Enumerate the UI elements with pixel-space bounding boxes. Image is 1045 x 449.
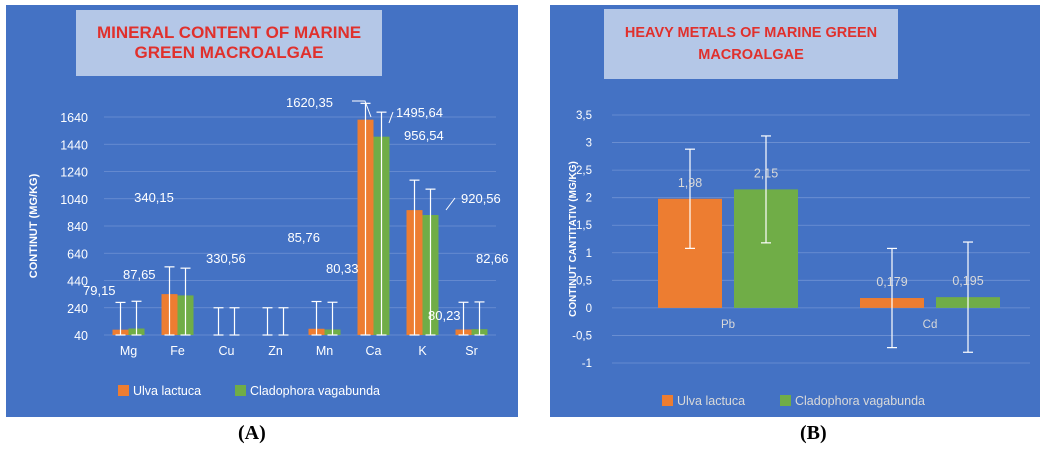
chart-b-legend-label: Ulva lactuca: [677, 394, 745, 408]
chart-b-data-label: 1,98: [678, 176, 702, 190]
chart-a-ytick-label: 1440: [60, 138, 88, 152]
chart-b-category-label: Cd: [923, 319, 938, 331]
chart-a-data-label: 82,66: [476, 251, 509, 266]
chart-a-leader-line: [352, 100, 372, 118]
chart-a-title: MINERAL CONTENT OF MARINE GREEN MACROALG…: [76, 10, 382, 76]
chart-panel-b: -1 -0,5 0 0,5 1 1,5 2 2,5 3 3,5 CONTINUT CANTITATI…: [550, 5, 1040, 417]
chart-a-ytick-label: 1240: [60, 166, 88, 180]
chart-b-ytick-label: 2,5: [576, 165, 592, 177]
chart-a-plot: 40 240 440 640 840 1040 1240 1440 1640 CONTINUT (…: [28, 95, 509, 398]
chart-b-ytick-label: -1: [582, 358, 592, 370]
chart-a-data-label: 79,15: [83, 283, 116, 298]
chart-a-category-label: Mn: [316, 344, 333, 358]
chart-a-legend-label: Cladophora vagabunda: [250, 384, 380, 398]
chart-b-data-label: 2,15: [754, 166, 778, 180]
chart-b-ytick-label: 0: [586, 303, 592, 315]
chart-panel-a: MINERAL CONTENT OF MARINE GREEN MACROALG…: [6, 5, 518, 417]
chart-b-legend-swatch: [662, 395, 673, 406]
chart-b-ytick-label: -0,5: [572, 330, 592, 342]
chart-b-legend-swatch: [780, 395, 791, 406]
chart-a-category-label: Mg: [120, 344, 137, 358]
chart-a-category-label: Zn: [268, 344, 283, 358]
chart-b-ylabel: CONTINUT CANTITATIV (MG/KG): [568, 161, 579, 317]
chart-b-legend-label: Cladophora vagabunda: [795, 394, 925, 408]
chart-b-ytick-label: 3: [586, 138, 592, 150]
chart-a-ytick-label: 640: [67, 247, 88, 261]
chart-a-data-label: 920,56: [461, 191, 501, 206]
chart-a-data-label: 340,15: [134, 190, 174, 205]
chart-a-title-line-2: GREEN MACROALGAE: [134, 43, 324, 62]
chart-a-category-label: Ca: [366, 344, 382, 358]
chart-b-ytick-label: 2: [586, 193, 592, 205]
chart-a-data-label: 1620,35: [286, 95, 333, 110]
chart-b-data-label: 0,195: [952, 274, 983, 288]
chart-a-legend-swatch: [118, 385, 129, 396]
chart-a-ylabel: CONTINUT (MG/KG): [28, 173, 40, 278]
chart-a-category-label: Fe: [170, 344, 185, 358]
chart-a-category-label: Sr: [465, 344, 478, 358]
chart-a-ytick-label: 40: [74, 329, 88, 343]
chart-b-data-label: 0,179: [876, 275, 907, 289]
chart-b-ytick-label: 3,5: [576, 110, 592, 122]
chart-a-leader-line: [388, 111, 394, 124]
caption-b: (B): [800, 422, 827, 444]
chart-a-ytick-label: 240: [67, 302, 88, 316]
chart-a-ytick-label: 440: [67, 275, 88, 289]
chart-b-category-label: Pb: [721, 319, 735, 331]
chart-a-category-label: Cu: [219, 344, 235, 358]
chart-a-legend-label: Ulva lactuca: [133, 384, 201, 398]
chart-a-data-label: 80,33: [326, 261, 359, 276]
chart-b-ytick-label: 0,5: [576, 275, 592, 287]
chart-b-title-line-2: MACROALGAE: [698, 47, 804, 63]
chart-a-title-line-1: MINERAL CONTENT OF MARINE: [96, 23, 362, 42]
chart-a-ytick-label: 1640: [60, 111, 88, 125]
chart-a-ytick-label: 1040: [60, 193, 88, 207]
chart-a-data-label: 87,65: [123, 267, 156, 282]
chart-a-data-label: 330,56: [206, 251, 246, 266]
chart-a-leader-line: [445, 197, 456, 211]
chart-b-title-line-1: HEAVY METALS OF MARINE GREEN: [624, 25, 878, 41]
chart-a-data-label: 85,76: [287, 230, 320, 245]
chart-a-ytick-label: 840: [67, 220, 88, 234]
caption-a: (A): [238, 422, 266, 444]
chart-a-legend-swatch: [235, 385, 246, 396]
chart-b-ytick-label: 1: [586, 248, 592, 260]
chart-a-category-label: K: [418, 344, 427, 358]
chart-b-plot: -1 -0,5 0 0,5 1 1,5 2 2,5 3 3,5 CONTINUT CANTITATI…: [568, 110, 1030, 408]
chart-b-ytick-label: 1,5: [576, 220, 592, 232]
chart-b-title: HEAVY METALS OF MARINE GREEN MACROALGAE: [604, 9, 898, 79]
chart-a-data-label: 1495,64: [396, 105, 443, 120]
chart-a-data-label: 80,23: [428, 308, 461, 323]
chart-a-data-label: 956,54: [404, 128, 444, 143]
